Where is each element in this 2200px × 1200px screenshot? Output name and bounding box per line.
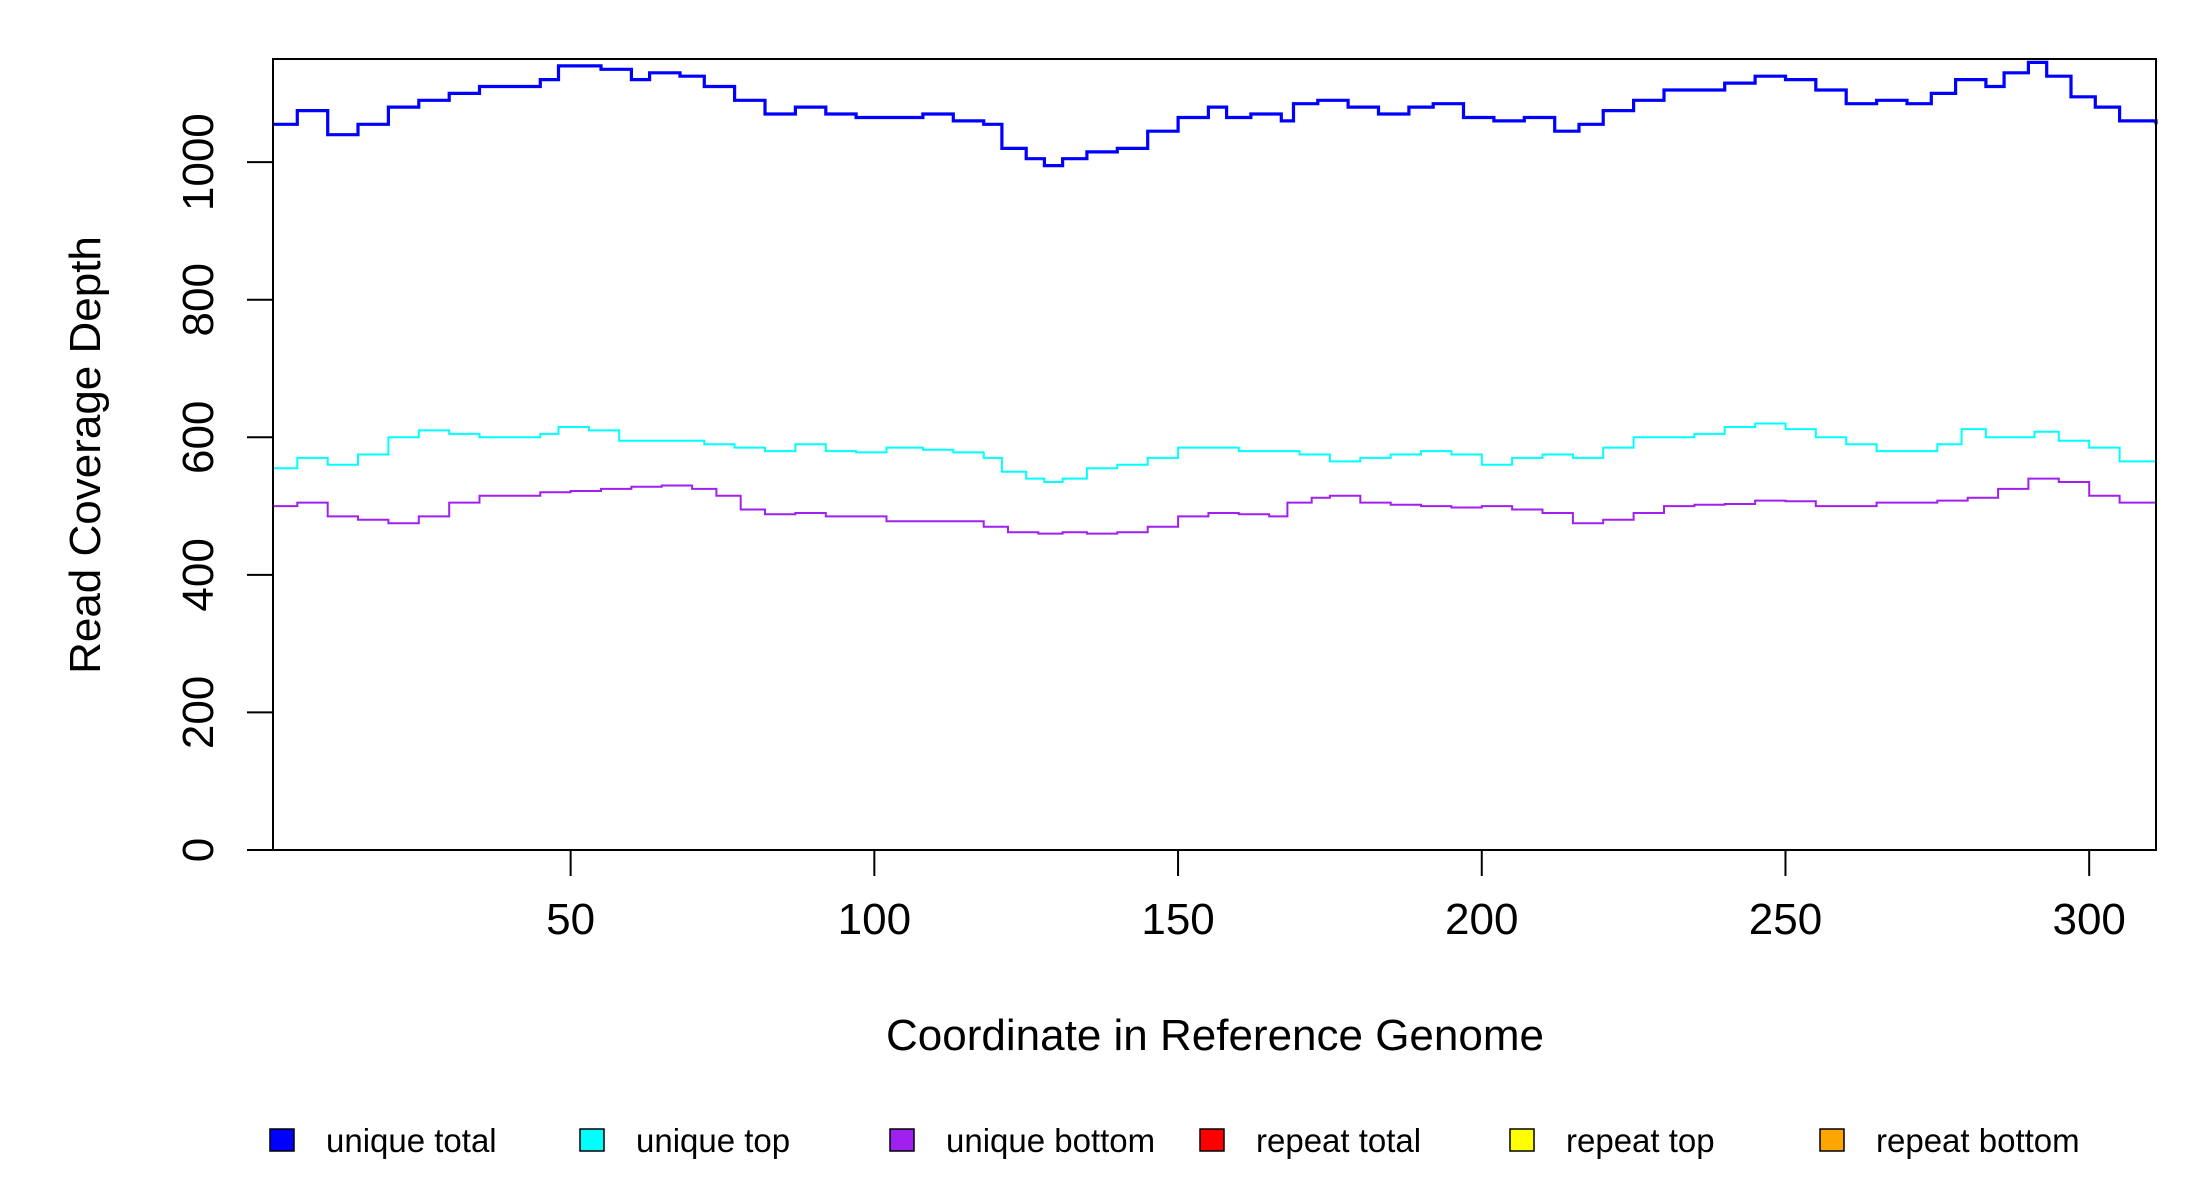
legend-item-unique-total: unique total [269,1122,497,1159]
x-tick-label: 200 [1445,895,1518,944]
series-line-unique-bottom [273,477,2157,535]
y-tick-label: 600 [174,401,223,474]
legend-swatch [579,1128,605,1152]
x-tick-label: 50 [546,895,595,944]
x-tick-label: 250 [1749,895,1822,944]
legend-swatch [889,1128,915,1152]
axes-layer: 50 100 150 200 250 300 0 200 400 600 800 1000 [174,58,2157,944]
x-tick-label: 100 [838,895,911,944]
legend-item-repeat-bottom: repeat bottom [1819,1122,2080,1159]
x-tick-label: 150 [1141,895,1214,944]
series-line-unique-total [273,60,2158,168]
y-tick-label: 1000 [174,113,223,211]
legend-label: repeat bottom [1876,1122,2080,1159]
x-tick-label: 300 [2052,895,2125,944]
x-axis-title: Coordinate in Reference Genome [886,1011,1544,1060]
legend-item-repeat-total: repeat total [1199,1122,1421,1159]
legend-item-repeat-top: repeat top [1509,1122,1715,1159]
legend-swatch [269,1128,295,1152]
legend-label: unique total [326,1122,497,1159]
y-axis-title: Read Coverage Depth [61,236,110,674]
y-tick-label: 0 [174,838,223,862]
legend-label: unique top [636,1122,790,1159]
y-tick-label: 800 [174,263,223,336]
legend-swatch [1819,1128,1845,1152]
legend-swatch [1509,1128,1535,1152]
series-line-unique-top [273,422,2157,483]
plot-frame [272,58,2157,851]
legend-label: repeat top [1566,1122,1715,1159]
legend-label: repeat total [1256,1122,1421,1159]
y-tick-label: 200 [174,676,223,749]
legend-label: unique bottom [946,1122,1155,1159]
y-tick-label: 400 [174,538,223,611]
legend-swatch [1199,1128,1225,1152]
legend: unique total unique top unique bottom repea… [269,1122,2080,1159]
legend-item-unique-bottom: unique bottom [889,1122,1155,1159]
legend-item-unique-top: unique top [579,1122,790,1159]
